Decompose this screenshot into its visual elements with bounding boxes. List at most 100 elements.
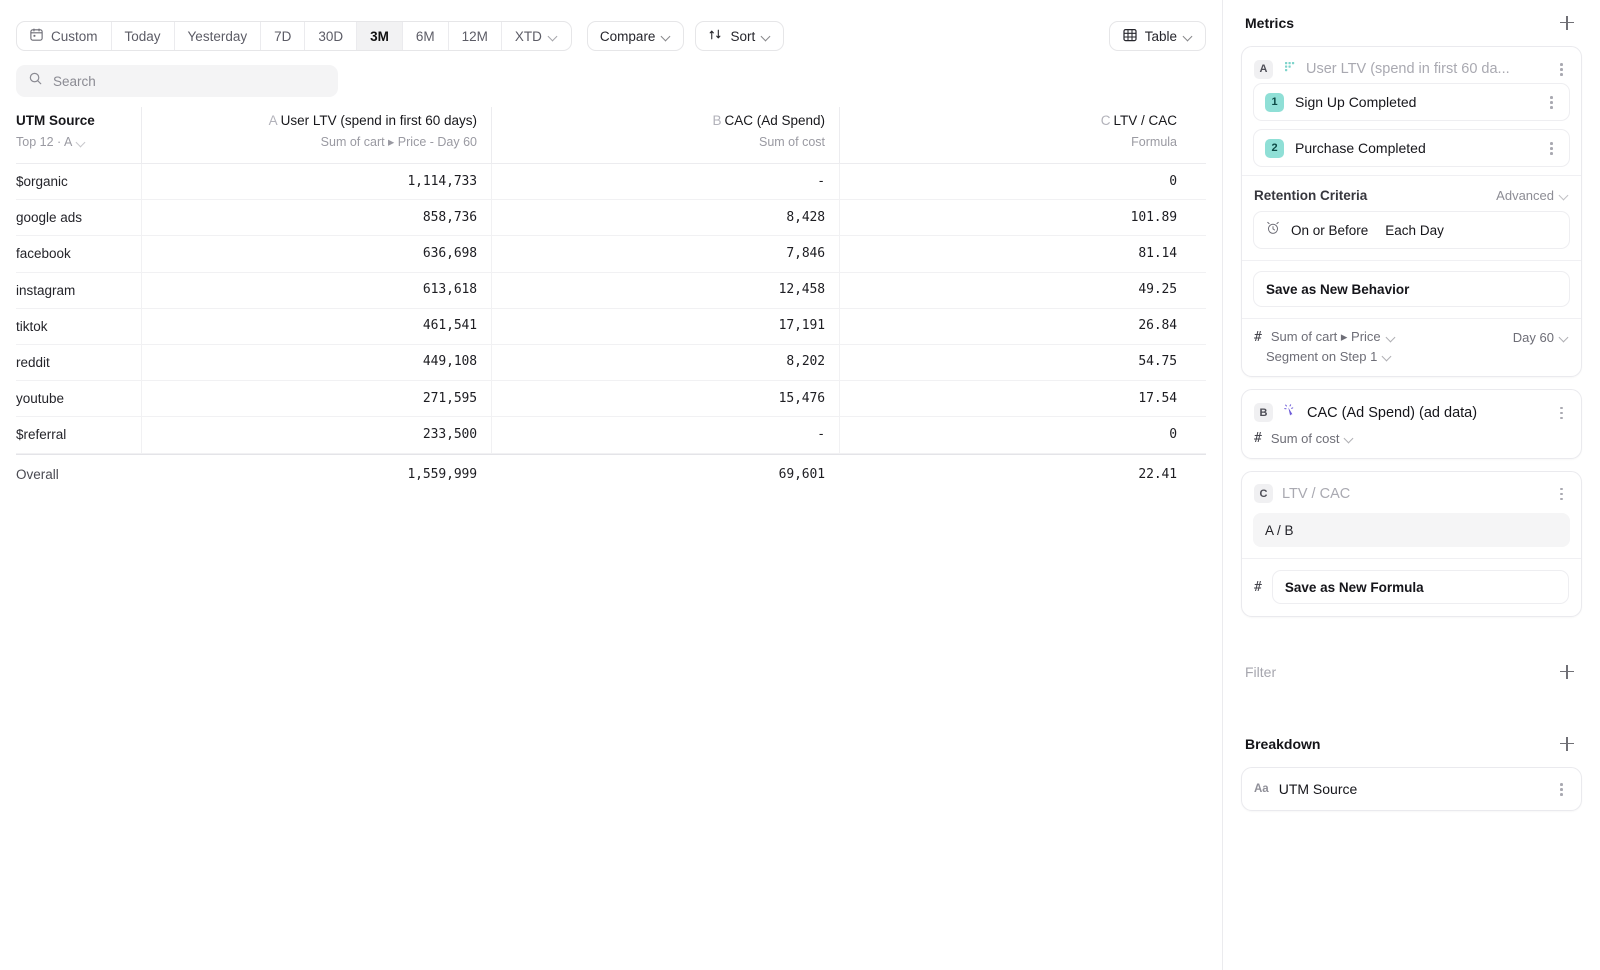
column-title-a-text: User LTV (spend in first 60 days)	[280, 113, 477, 128]
cell-metric-c: 81.14	[839, 235, 1191, 273]
filter-section-header: Filter	[1241, 649, 1582, 695]
search-input[interactable]	[53, 73, 326, 89]
formula-value: A / B	[1265, 522, 1294, 538]
compare-button[interactable]: Compare	[586, 21, 685, 51]
metric-b-header[interactable]: B CAC (Ad Spend) (ad data)	[1242, 400, 1581, 427]
table-row[interactable]: facebook 636,698 7,846 81.14	[16, 235, 1206, 273]
date-range-3m[interactable]: 3M	[357, 22, 403, 50]
breakdown-item-utm-source[interactable]: Aa UTM Source	[1241, 767, 1582, 811]
column-header-utm-source[interactable]: UTM Source Top 12 · A	[16, 107, 141, 163]
segment-dropdown[interactable]: Segment on Step 1	[1266, 349, 1392, 364]
column-header-metric-a[interactable]: A User LTV (spend in first 60 days) Sum o…	[141, 107, 491, 163]
column-subtitle-row[interactable]: Top 12 · A	[16, 132, 127, 152]
add-metric-button[interactable]	[1556, 12, 1578, 34]
metric-a-more-menu-icon[interactable]	[1552, 60, 1570, 78]
step-more-menu-icon[interactable]	[1542, 93, 1560, 111]
retention-mode-dropdown[interactable]: Advanced	[1496, 188, 1569, 203]
column-title-c-text: LTV / CAC	[1113, 113, 1177, 128]
save-as-new-formula-button[interactable]: Save as New Formula	[1271, 570, 1569, 604]
add-breakdown-button[interactable]	[1556, 733, 1578, 755]
column-header-metric-b[interactable]: B CAC (Ad Spend) Sum of cost	[491, 107, 839, 163]
metric-c-header[interactable]: C LTV / CAC	[1242, 482, 1581, 507]
date-range-12m[interactable]: 12M	[449, 22, 502, 50]
column-title: UTM Source	[16, 113, 95, 128]
metric-a-step-1[interactable]: 1 Sign Up Completed	[1253, 83, 1570, 121]
column-title-a: A User LTV (spend in first 60 days)	[156, 111, 477, 131]
table-row[interactable]: youtube 271,595 15,476 17.54	[16, 380, 1206, 418]
sort-label: Sort	[730, 28, 756, 44]
column-tag-b: B	[712, 113, 722, 128]
metric-c-title: LTV / CAC	[1282, 485, 1351, 502]
column-tag-a: A	[268, 113, 278, 128]
date-range-yesterday[interactable]: Yesterday	[175, 22, 262, 50]
cell-source: youtube	[16, 391, 65, 407]
metric-a-header[interactable]: A User LTV (spend in first 60 da...	[1242, 57, 1581, 83]
date-range-segmented-control[interactable]: Custom Today Yesterday 7D 30D 3M	[16, 21, 572, 51]
cell-source: google ads	[16, 210, 83, 226]
cell-metric-b: 12,458	[491, 272, 839, 309]
cell-metric-c: 17.54	[839, 380, 1191, 417]
add-filter-button[interactable]	[1556, 661, 1578, 683]
date-range-3m-label: 3M	[370, 28, 389, 44]
cell-source: instagram	[16, 282, 76, 298]
metric-c-save-row: # Save as New Formula	[1242, 559, 1581, 616]
cell-metric-a: 858,736	[141, 199, 491, 236]
main-content: Custom Today Yesterday 7D 30D 3M	[0, 0, 1222, 970]
save-as-new-behavior-button[interactable]: Save as New Behavior	[1253, 271, 1570, 307]
date-range-12m-label: 12M	[461, 28, 488, 44]
search-icon	[28, 71, 43, 91]
window-dropdown[interactable]: Day 60	[1513, 330, 1569, 345]
retention-condition-row[interactable]: On or Before Each Day	[1253, 211, 1570, 249]
metric-b-more-menu-icon[interactable]	[1552, 404, 1570, 422]
date-range-today[interactable]: Today	[112, 22, 175, 50]
cell-source: facebook	[16, 246, 71, 262]
date-range-30d[interactable]: 30D	[305, 22, 358, 50]
search-box[interactable]	[16, 65, 338, 97]
breakdown-more-menu-icon[interactable]	[1552, 780, 1570, 798]
cell-metric-b: 8,202	[491, 344, 839, 381]
table-row[interactable]: instagram 613,618 12,458 49.25	[16, 272, 1206, 309]
table-row[interactable]: tiktok 461,541 17,191 26.84	[16, 308, 1206, 345]
cell-metric-a: 271,595	[141, 380, 491, 417]
data-table: UTM Source Top 12 · A A User LTV (spend i…	[16, 107, 1206, 495]
metric-a-aggregation-row: # Sum of cart ▸ Price Day 60	[1242, 319, 1581, 345]
divider	[1242, 318, 1581, 319]
sort-button[interactable]: Sort	[695, 21, 785, 51]
cell-metric-a: 1,114,733	[141, 163, 491, 200]
aggregation-dropdown[interactable]: Sum of cost	[1271, 431, 1355, 446]
step-label: Purchase Completed	[1295, 140, 1426, 156]
metric-a-step-2[interactable]: 2 Purchase Completed	[1253, 129, 1570, 167]
cell-metric-c: 0	[839, 416, 1191, 453]
toolbar: Custom Today Yesterday 7D 30D 3M	[0, 0, 1222, 58]
metric-c-more-menu-icon[interactable]	[1552, 485, 1570, 503]
view-type-button[interactable]: Table	[1108, 21, 1206, 51]
chevron-down-icon	[762, 32, 771, 41]
table-row[interactable]: reddit 449,108 8,202 54.75	[16, 344, 1206, 382]
compare-label: Compare	[599, 28, 656, 44]
date-range-xtd[interactable]: XTD	[502, 22, 571, 50]
step-more-menu-icon[interactable]	[1542, 139, 1560, 157]
cell-total-label: Overall	[16, 467, 59, 482]
date-range-7d[interactable]: 7D	[261, 22, 306, 50]
metric-c-badge: C	[1254, 484, 1273, 503]
aggregation-dropdown[interactable]: Sum of cart ▸ Price	[1271, 329, 1396, 345]
cell-total-metric-b: 69,601	[778, 466, 825, 482]
chevron-down-icon	[1387, 333, 1396, 342]
date-range-30d-label: 30D	[318, 28, 344, 44]
cell-source: reddit	[16, 355, 50, 371]
table-row[interactable]: $organic 1,114,733 - 0	[16, 163, 1206, 201]
behavior-dots-icon	[1282, 59, 1297, 79]
step-number-badge: 1	[1265, 92, 1284, 112]
view-type-label: Table	[1144, 28, 1177, 44]
column-tag-c: C	[1100, 113, 1111, 128]
column-header-metric-c[interactable]: C LTV / CAC Formula	[839, 107, 1191, 163]
date-range-today-label: Today	[124, 28, 161, 44]
table-row[interactable]: google ads 858,736 8,428 101.89	[16, 199, 1206, 237]
date-range-custom[interactable]: Custom	[17, 22, 112, 50]
date-range-7d-label: 7D	[274, 28, 292, 44]
cell-metric-c: 54.75	[839, 344, 1191, 381]
date-range-6m[interactable]: 6M	[403, 22, 449, 50]
formula-input[interactable]: A / B	[1253, 513, 1570, 547]
table-row[interactable]: $referral 233,500 - 0	[16, 416, 1206, 454]
